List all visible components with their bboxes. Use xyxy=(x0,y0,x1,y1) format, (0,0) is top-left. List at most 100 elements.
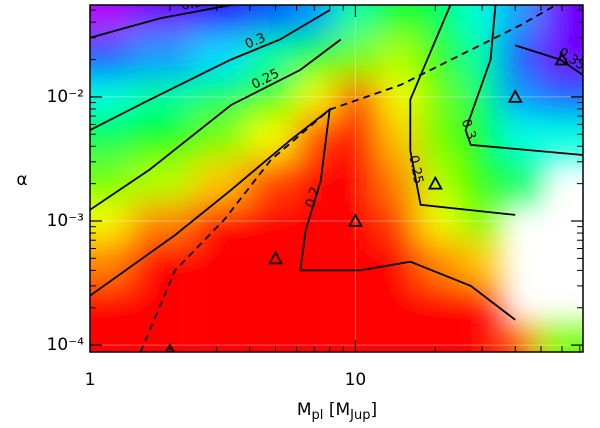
y-tick-label: 10⁻² xyxy=(47,87,84,107)
field-cell xyxy=(458,78,499,116)
contour-line xyxy=(90,107,516,321)
field-cell xyxy=(498,5,539,35)
field-cell xyxy=(498,34,539,79)
field-cell xyxy=(334,115,379,159)
field-cell xyxy=(246,34,295,79)
field-cell xyxy=(129,326,194,352)
plot-frame xyxy=(89,4,584,353)
x-tick-label: 10 xyxy=(345,370,367,390)
field-cell xyxy=(418,239,459,284)
field-cell xyxy=(294,34,335,79)
field-cell xyxy=(90,326,130,352)
field-cell xyxy=(378,283,419,327)
field-cell xyxy=(418,78,459,116)
field-cell xyxy=(458,158,499,203)
x-axis-label-part: Jup xyxy=(349,408,370,423)
x-axis-label: Mpl [MJup] xyxy=(297,400,377,423)
contour-label: 0.25 xyxy=(405,154,425,185)
field-cell xyxy=(129,283,194,327)
triangle-marker xyxy=(507,89,523,103)
y-tick-label: 10⁻⁴ xyxy=(47,335,85,355)
field-cell xyxy=(334,326,379,352)
field-cell xyxy=(378,34,419,79)
field-cell xyxy=(418,283,459,327)
field-cell xyxy=(193,202,247,240)
contour-label: 0.3 xyxy=(243,31,268,53)
field-cell xyxy=(90,5,130,35)
field-cell xyxy=(378,326,419,352)
field-cell xyxy=(334,5,379,35)
field-cell xyxy=(418,115,459,159)
x-axis-label-part: ] xyxy=(370,400,377,420)
field-cell xyxy=(378,202,419,240)
field-cell xyxy=(129,5,194,35)
contour-line xyxy=(464,5,583,156)
field-cell xyxy=(498,115,539,159)
field-cell xyxy=(294,78,335,116)
field-cell xyxy=(193,115,247,159)
field-cell xyxy=(378,158,419,203)
field-cell xyxy=(129,202,194,240)
triangle-marker xyxy=(427,175,443,190)
field-cell xyxy=(294,283,335,327)
field-cell xyxy=(538,326,583,352)
field-cell xyxy=(458,283,499,327)
x-tick-label: 1 xyxy=(85,370,96,390)
field-cell xyxy=(246,202,295,240)
field-cell xyxy=(294,158,335,203)
field-cell xyxy=(378,239,419,284)
field-cell xyxy=(418,5,459,35)
field-cell xyxy=(90,34,130,79)
field-cell xyxy=(334,78,379,116)
field-cell xyxy=(418,326,459,352)
color-field xyxy=(90,5,583,352)
contour-line xyxy=(90,38,342,211)
field-cell xyxy=(458,239,499,284)
field-cell xyxy=(129,115,194,159)
x-axis-label-part: pl xyxy=(312,408,324,423)
triangle-marker xyxy=(347,213,363,227)
field-cell xyxy=(129,78,194,116)
field-cell xyxy=(458,115,499,159)
field-cell xyxy=(246,5,295,35)
field-cell xyxy=(246,283,295,327)
contour-label: 0.3 xyxy=(458,117,479,141)
field-cell xyxy=(418,34,459,79)
contour-line xyxy=(514,44,583,76)
contour-label: 0.2 xyxy=(303,185,323,209)
x-axis-label-part: M xyxy=(297,400,312,420)
field-cell xyxy=(129,158,194,203)
field-cell xyxy=(334,283,379,327)
field-cell xyxy=(378,115,419,159)
x-axis-label-part: [M xyxy=(323,400,350,420)
field-cell xyxy=(90,158,130,203)
field-cell xyxy=(334,239,379,284)
field-cell xyxy=(458,5,499,35)
field-cell xyxy=(193,326,247,352)
field-cell xyxy=(498,158,539,203)
field-cell xyxy=(129,34,194,79)
field-cell xyxy=(538,5,583,35)
field-cell xyxy=(458,326,499,352)
contour-line xyxy=(139,5,557,352)
field-cell xyxy=(246,158,295,203)
field-cell xyxy=(334,202,379,240)
triangle-marker xyxy=(554,51,570,66)
field-cell xyxy=(193,78,247,116)
triangle-marker xyxy=(268,250,284,265)
field-cell xyxy=(418,158,459,203)
contour-line xyxy=(90,9,331,131)
field-cell xyxy=(90,115,130,159)
field-cell xyxy=(334,34,379,79)
field-cell xyxy=(193,283,247,327)
axes: 1 10 10⁻⁴ 10⁻³ 10⁻² xyxy=(47,4,584,390)
field-cell xyxy=(246,326,295,352)
field-cell xyxy=(294,202,335,240)
contour-line xyxy=(409,5,516,216)
triangle-marker xyxy=(164,342,175,352)
field-cell xyxy=(458,202,499,240)
field-cell xyxy=(334,158,379,203)
contour-label: 0.35 xyxy=(180,0,211,14)
field-cell xyxy=(246,115,295,159)
